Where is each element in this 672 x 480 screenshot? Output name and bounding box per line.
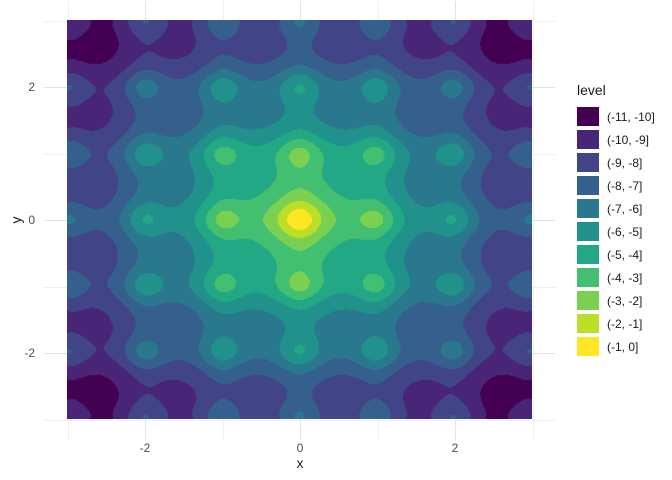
legend-entry: (-11, -10] bbox=[577, 107, 655, 126]
contour-plot-canvas bbox=[67, 20, 532, 419]
legend-swatch bbox=[577, 314, 599, 333]
legend-label: (-2, -1] bbox=[607, 316, 643, 331]
legend-entry: (-7, -6] bbox=[577, 199, 655, 218]
legend-label: (-9, -8] bbox=[607, 155, 643, 170]
legend-swatch bbox=[577, 245, 599, 264]
legend-label: (-5, -4] bbox=[607, 247, 643, 262]
legend-label: (-3, -2] bbox=[607, 293, 643, 308]
legend-swatch bbox=[577, 291, 599, 310]
legend-entry: (-10, -9] bbox=[577, 130, 655, 149]
gridline-y-minor bbox=[44, 419, 555, 421]
legend-entry: (-5, -4] bbox=[577, 245, 655, 264]
legend: level (-11, -10] (-10, -9] (-9, -8] (-8, -7… bbox=[577, 83, 655, 360]
legend-swatch bbox=[577, 153, 599, 172]
x-tick-label: -2 bbox=[139, 441, 151, 455]
legend-entries: (-11, -10] (-10, -9] (-9, -8] (-8, -7] (-7, … bbox=[577, 107, 655, 356]
y-tick-label: 2 bbox=[28, 80, 35, 94]
x-tick-label: 0 bbox=[296, 441, 304, 455]
legend-label: (-10, -9] bbox=[607, 132, 650, 147]
legend-entry: (-9, -8] bbox=[577, 153, 655, 172]
legend-entry: (-1, 0] bbox=[577, 337, 655, 356]
legend-label: (-1, 0] bbox=[607, 339, 639, 354]
x-tick-label: 2 bbox=[451, 441, 459, 455]
plot-panel bbox=[44, 1, 555, 440]
x-axis-title: x bbox=[296, 455, 304, 471]
legend-swatch bbox=[577, 222, 599, 241]
legend-label: (-8, -7] bbox=[607, 178, 643, 193]
legend-label: (-11, -10] bbox=[607, 109, 655, 124]
legend-swatch bbox=[577, 337, 599, 356]
legend-label: (-7, -6] bbox=[607, 201, 643, 216]
legend-swatch bbox=[577, 199, 599, 218]
legend-entry: (-6, -5] bbox=[577, 222, 655, 241]
legend-entry: (-4, -3] bbox=[577, 268, 655, 287]
legend-entry: (-8, -7] bbox=[577, 176, 655, 195]
legend-entry: (-2, -1] bbox=[577, 314, 655, 333]
legend-swatch bbox=[577, 130, 599, 149]
legend-swatch bbox=[577, 107, 599, 126]
legend-entry: (-3, -2] bbox=[577, 291, 655, 310]
legend-title: level bbox=[577, 82, 606, 98]
y-tick-label: -2 bbox=[24, 346, 35, 360]
legend-swatch bbox=[577, 176, 599, 195]
y-tick-label: 0 bbox=[28, 213, 35, 227]
legend-swatch bbox=[577, 268, 599, 287]
legend-label: (-6, -5] bbox=[607, 224, 643, 239]
legend-label: (-4, -3] bbox=[607, 270, 643, 285]
y-axis-title: y bbox=[8, 216, 24, 224]
